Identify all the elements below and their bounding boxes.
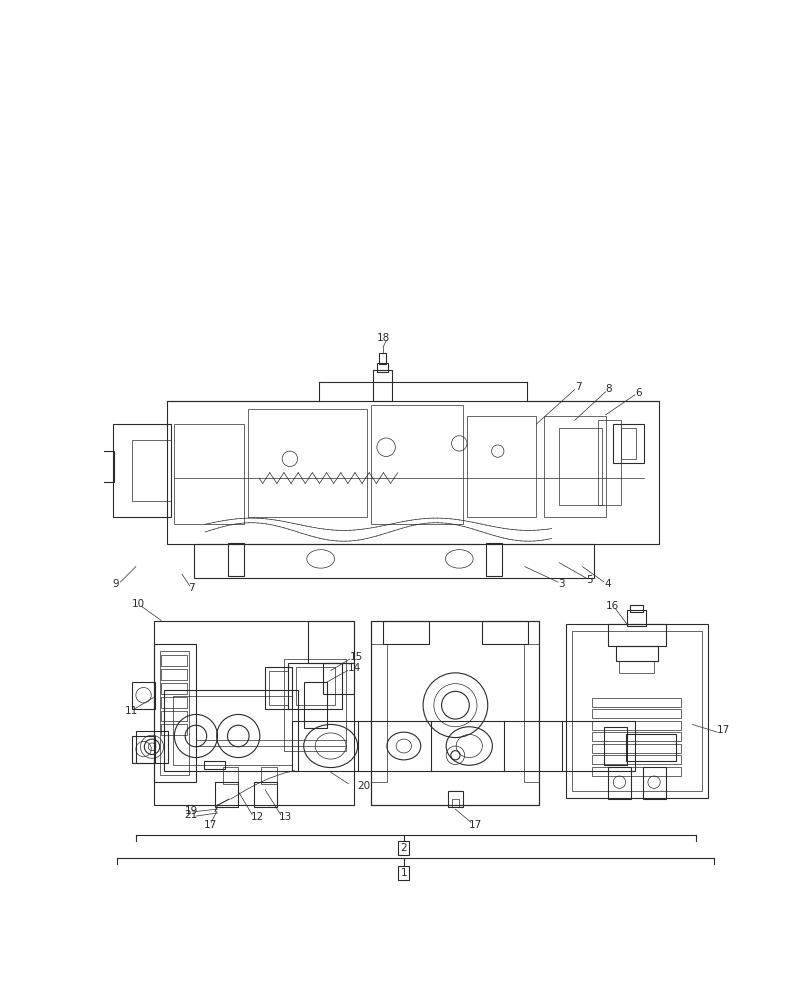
Bar [132, 682, 155, 709]
Bar [163, 690, 298, 771]
Bar [371, 620, 539, 805]
Text: 14: 14 [347, 663, 360, 673]
Bar [228, 544, 243, 576]
Bar [371, 620, 539, 805]
Bar [603, 727, 626, 765]
Bar [376, 363, 388, 372]
Bar [372, 370, 392, 401]
Bar [592, 732, 680, 741]
Bar [323, 663, 354, 694]
Text: 13: 13 [279, 812, 292, 822]
Bar [58, 456, 75, 477]
Bar [592, 709, 680, 718]
Bar [284, 659, 345, 751]
Bar [292, 721, 634, 771]
Bar [268, 671, 288, 705]
Bar [135, 731, 168, 763]
Bar [132, 736, 155, 763]
Bar [161, 724, 187, 735]
Bar [222, 767, 238, 784]
Bar [253, 782, 277, 807]
Text: 11: 11 [124, 706, 137, 716]
Bar [592, 744, 680, 753]
Bar [466, 416, 535, 517]
Bar [161, 697, 187, 708]
Bar [481, 620, 527, 644]
Bar [261, 767, 277, 784]
Text: 4: 4 [603, 579, 610, 589]
Bar [153, 644, 195, 782]
Text: 16: 16 [605, 601, 618, 611]
Bar [132, 440, 170, 501]
Text: 5: 5 [586, 575, 592, 585]
Bar [607, 767, 630, 799]
Bar [193, 544, 594, 578]
Bar [288, 663, 341, 709]
Bar [247, 409, 367, 517]
Bar [620, 428, 636, 459]
Bar [166, 401, 659, 544]
Bar [543, 416, 605, 517]
Bar [153, 620, 354, 805]
Text: 7: 7 [188, 583, 195, 593]
Bar [592, 767, 680, 776]
Text: 12: 12 [251, 812, 264, 822]
Text: 17: 17 [204, 820, 217, 830]
Bar [642, 767, 665, 799]
Text: 15: 15 [350, 652, 363, 662]
Bar [113, 424, 170, 517]
Bar [383, 620, 429, 644]
Bar [161, 683, 187, 694]
Bar [173, 696, 292, 765]
Bar [379, 353, 386, 364]
Bar [486, 544, 501, 576]
Bar [204, 761, 225, 769]
Bar [523, 644, 539, 782]
Text: 20: 20 [357, 781, 371, 791]
Text: 18: 18 [376, 333, 389, 343]
Bar [307, 620, 354, 663]
Bar [161, 655, 187, 666]
Bar [161, 711, 187, 721]
Bar [607, 624, 665, 646]
Bar [160, 651, 189, 774]
Bar [626, 610, 646, 626]
Text: 1: 1 [400, 868, 406, 878]
Bar [265, 667, 292, 709]
Text: 17: 17 [716, 725, 730, 735]
Bar [612, 424, 643, 463]
Bar [447, 791, 462, 807]
Text: 21: 21 [184, 810, 197, 820]
Text: 9: 9 [113, 579, 119, 589]
Bar [629, 605, 642, 612]
Text: 10: 10 [132, 599, 145, 609]
Text: 2: 2 [400, 843, 406, 853]
Bar [592, 698, 680, 707]
Bar [174, 424, 243, 524]
Bar [296, 667, 334, 705]
Bar [371, 405, 462, 524]
Bar [597, 420, 620, 505]
Text: 19: 19 [184, 806, 197, 816]
Bar [371, 644, 386, 782]
Text: 7: 7 [574, 382, 581, 392]
Text: 3: 3 [557, 579, 564, 589]
Text: 6: 6 [634, 388, 641, 398]
Bar [451, 799, 459, 807]
Bar [564, 624, 707, 798]
Bar [615, 646, 657, 661]
Bar [303, 682, 327, 728]
Bar [624, 734, 675, 761]
Bar [559, 428, 601, 505]
Bar [592, 755, 680, 764]
Bar [161, 669, 187, 680]
Bar [74, 451, 114, 482]
Text: 17: 17 [469, 820, 482, 830]
Bar [571, 631, 701, 791]
Bar [215, 782, 238, 807]
Bar [619, 661, 654, 673]
Bar [592, 721, 680, 730]
Text: 8: 8 [605, 384, 611, 394]
